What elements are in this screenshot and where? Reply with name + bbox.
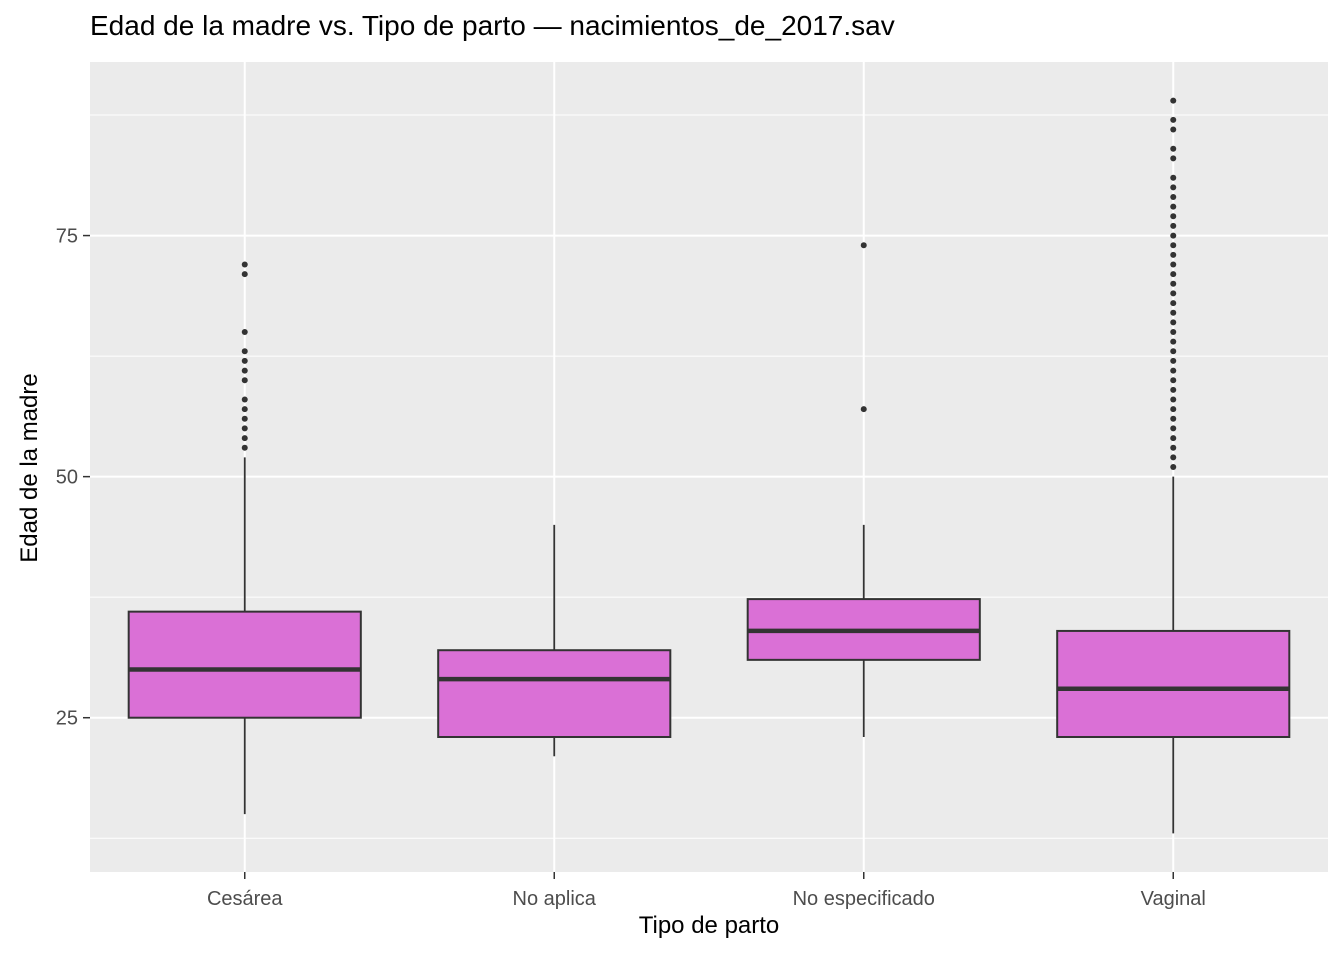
outlier-point <box>1170 213 1177 220</box>
outlier-point <box>241 329 248 335</box>
outlier-point <box>1170 155 1177 162</box>
outlier-point <box>241 367 248 374</box>
y-tick-label: 50 <box>56 467 78 489</box>
outlier-point <box>241 435 248 442</box>
outlier-point <box>1170 300 1177 307</box>
x-axis-label: Tipo de parto <box>638 912 780 939</box>
outlier-point <box>1170 232 1177 239</box>
x-tick-label: Vaginal <box>1141 888 1206 910</box>
outlier-point <box>1170 425 1177 432</box>
outlier-point <box>1170 222 1177 229</box>
outlier-point <box>1170 444 1177 451</box>
box-Vaginal <box>1056 629 1291 739</box>
outlier-point <box>1170 194 1177 200</box>
outlier-point <box>241 425 248 432</box>
outlier-point <box>241 396 248 403</box>
outlier-point <box>1170 261 1177 268</box>
outlier-point <box>1170 329 1177 335</box>
outlier-point <box>1170 338 1177 345</box>
outlier-point <box>1170 386 1177 393</box>
outlier-point <box>1170 174 1177 181</box>
box-No aplica <box>437 649 672 739</box>
plot-panel <box>90 62 1328 872</box>
outlier-point <box>1170 242 1177 249</box>
outlier-point <box>1170 367 1177 374</box>
outlier-point <box>241 357 248 364</box>
y-tick-label: 25 <box>56 708 78 730</box>
outlier-point <box>1170 126 1177 133</box>
chart-title: Edad de la madre vs. Tipo de parto — nac… <box>90 10 895 41</box>
outlier-point <box>1170 435 1177 442</box>
outlier-point <box>1170 396 1177 403</box>
outlier-point <box>1170 348 1177 355</box>
outlier-point <box>1170 290 1177 297</box>
outlier-point <box>241 444 248 451</box>
box-Cesárea <box>127 610 362 719</box>
outlier-point <box>1170 184 1177 191</box>
outlier-point <box>1170 280 1177 287</box>
outlier-point <box>860 406 867 413</box>
outlier-point <box>241 415 248 422</box>
outlier-point <box>1170 251 1177 258</box>
outlier-point <box>1170 406 1177 413</box>
x-tick-label: No especificado <box>793 888 935 910</box>
outlier-point <box>1170 116 1177 123</box>
outlier-point <box>1170 464 1177 470</box>
outlier-point <box>1170 97 1177 104</box>
outlier-point <box>241 406 248 413</box>
outlier-point <box>241 271 248 278</box>
outlier-point <box>1170 454 1177 461</box>
outlier-point <box>1170 145 1177 152</box>
x-tick-label: Cesárea <box>207 888 283 910</box>
outlier-point <box>241 348 248 355</box>
outlier-point <box>1170 319 1177 326</box>
x-tick-label: No aplica <box>513 888 597 910</box>
y-tick-label: 75 <box>56 226 78 248</box>
outlier-point <box>1170 203 1177 210</box>
outlier-point <box>1170 377 1177 384</box>
outlier-point <box>860 242 867 249</box>
y-axis-label: Edad de la madre <box>16 373 43 563</box>
outlier-point <box>241 377 248 384</box>
outlier-point <box>1170 415 1177 422</box>
outlier-point <box>241 261 248 268</box>
outlier-point <box>1170 309 1177 316</box>
outlier-point <box>1170 271 1177 278</box>
outlier-point <box>1170 357 1177 364</box>
